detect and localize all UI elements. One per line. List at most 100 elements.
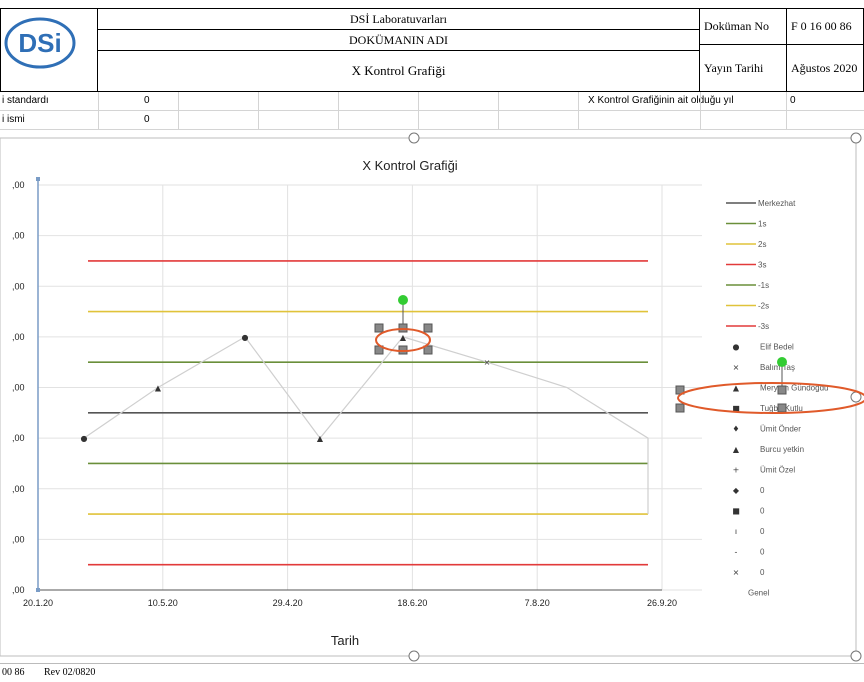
data-point: ▲ <box>317 434 324 443</box>
y-axis-handle <box>36 588 40 592</box>
legend-marker: ■ <box>732 507 740 516</box>
data-series: ● ▲ ● ▲ ▲ × <box>81 333 648 514</box>
legend-label: 3s <box>758 261 766 270</box>
legend-marker: ♦ <box>732 425 739 434</box>
legend-label: 0 <box>760 548 765 557</box>
legend-label: Balım Taş <box>760 363 795 372</box>
legend-marker: ◆ <box>733 486 740 495</box>
data-point: × <box>484 358 491 367</box>
selected-point-handles[interactable] <box>375 295 432 354</box>
y-tick-label: ,00 <box>12 383 25 393</box>
x-control-chart[interactable]: X Kontrol Grafiği ● ▲ ● ▲ ▲ × ,00 ,00 ,00 ,00 ,00… <box>0 130 864 663</box>
clipped-top-text <box>0 0 864 6</box>
dsi-logo: DSi <box>4 16 76 70</box>
doc-no-value: F 0 16 00 86 <box>786 8 864 45</box>
chart-legend[interactable]: Merkezhat 1s 2s 3s -1s -2s -3s ● Elif Bedel × Balı… <box>726 199 828 598</box>
rotate-handle <box>398 295 408 305</box>
legend-label: 2s <box>758 240 766 249</box>
y-tick-label: ,00 <box>12 231 25 241</box>
row1-label: i standardı <box>2 95 49 106</box>
legend-label: Ümit Önder <box>760 425 801 434</box>
y-tick-label: ,00 <box>12 180 25 190</box>
legend-item[interactable]: ◆ 0 <box>733 486 765 495</box>
legend-label: -3s <box>758 322 769 331</box>
legend-label: -2s <box>758 302 769 311</box>
legend-label: 0 <box>760 507 765 516</box>
doc-no-label: Doküman No <box>699 8 787 45</box>
x-tick-label: 10.5.20 <box>148 598 178 608</box>
legend-label: Merkezhat <box>758 199 796 208</box>
plot-axis <box>36 177 662 592</box>
legend-label: 0 <box>760 527 765 536</box>
x-tick-label: 20.1.20 <box>23 598 53 608</box>
row2-label: i ismi <box>2 114 25 125</box>
y-tick-label: ,00 <box>12 332 25 342</box>
legend-item[interactable]: ▲ Burcu yetkin <box>733 445 804 454</box>
legend-label: Ümit Özel <box>760 466 795 475</box>
year-label: X Kontrol Grafiğinin ait olduğu yıl <box>588 95 734 106</box>
legend-item[interactable]: 3s <box>726 261 766 270</box>
control-lines <box>88 261 648 565</box>
x-tick-label: 18.6.20 <box>397 598 427 608</box>
resize-handle-right[interactable] <box>851 392 861 402</box>
year-value: 0 <box>790 95 796 106</box>
legend-item[interactable]: × 0 <box>733 568 765 577</box>
resize-handle-top[interactable] <box>409 133 419 143</box>
resize-handle-bottom[interactable] <box>409 651 419 661</box>
chart-title: X Kontrol Grafiği <box>362 158 457 173</box>
document-header: DSİ Laboratuvarları DOKÜMANIN ADI X Kont… <box>0 8 864 92</box>
data-point: ● <box>242 333 249 342</box>
footer-rev: Rev 02/0820 <box>44 667 95 678</box>
legend-label: 0 <box>760 568 765 577</box>
legend-item[interactable]: + Ümit Özel <box>733 466 796 475</box>
doc-title: X Kontrol Grafiği <box>97 50 700 92</box>
pub-date-value: Ağustos 2020 <box>786 44 864 92</box>
y-tick-label: ,00 <box>12 281 25 291</box>
legend-item[interactable]: -2s <box>726 302 769 311</box>
legend-label: Elif Bedel <box>760 343 794 352</box>
x-tick-label: 29.4.20 <box>273 598 303 608</box>
legend-item[interactable]: -3s <box>726 322 769 331</box>
doc-name-label: DOKÜMANIN ADI <box>97 29 700 51</box>
x-axis-title: Tarih <box>331 633 359 648</box>
legend-item[interactable]: ● Elif Bedel <box>733 343 795 352</box>
legend-item[interactable]: ■ 0 <box>732 507 765 516</box>
legend-marker: ı <box>735 527 737 536</box>
legend-item[interactable]: 2s <box>726 240 766 249</box>
document-footer: 00 86 Rev 02/0820 <box>0 663 864 682</box>
legend-marker: + <box>733 466 740 475</box>
legend-marker: × <box>733 568 740 577</box>
pub-date-label: Yayın Tarihi <box>699 44 787 92</box>
legend-item[interactable]: -1s <box>726 281 769 290</box>
x-tick-label: 26.9.20 <box>647 598 677 608</box>
series-line <box>84 337 648 514</box>
legend-label: -1s <box>758 281 769 290</box>
legend-marker: - <box>735 548 738 557</box>
plot-gridlines <box>38 185 702 590</box>
resize-handle-bottom-right[interactable] <box>851 651 861 661</box>
y-tick-label: ,00 <box>12 585 25 595</box>
data-point: ▲ <box>400 333 407 342</box>
chart-area-border <box>0 138 856 656</box>
data-point: ▲ <box>155 384 162 393</box>
x-tick-labels: 20.1.20 10.5.20 29.4.20 18.6.20 7.8.20 26.9.2… <box>23 598 677 608</box>
footer-doc-no: 00 86 <box>2 667 25 678</box>
y-tick-label: ,00 <box>12 433 25 443</box>
data-point: ● <box>81 434 88 443</box>
legend-item[interactable]: Merkezhat <box>726 199 796 208</box>
legend-marker: ▲ <box>733 445 740 454</box>
legend-item[interactable]: ♦ Ümit Önder <box>732 425 801 434</box>
y-tick-label: ,00 <box>12 534 25 544</box>
info-rows: i standardı 0 i ismi 0 X Kontrol Grafiği… <box>0 92 864 130</box>
y-axis-handle <box>36 177 40 181</box>
row2-value: 0 <box>144 114 150 125</box>
legend-label: Burcu yetkin <box>760 445 804 454</box>
y-tick-labels: ,00 ,00 ,00 ,00 ,00 ,00 ,00 ,00 ,00 <box>12 180 25 595</box>
legend-item[interactable]: -0 <box>735 548 765 557</box>
org-name: DSİ Laboratuvarları <box>97 8 700 30</box>
legend-item[interactable]: 1s <box>726 220 766 229</box>
legend-item[interactable]: Genel <box>748 589 770 598</box>
legend-label: 0 <box>760 486 765 495</box>
resize-handle-top-right[interactable] <box>851 133 861 143</box>
